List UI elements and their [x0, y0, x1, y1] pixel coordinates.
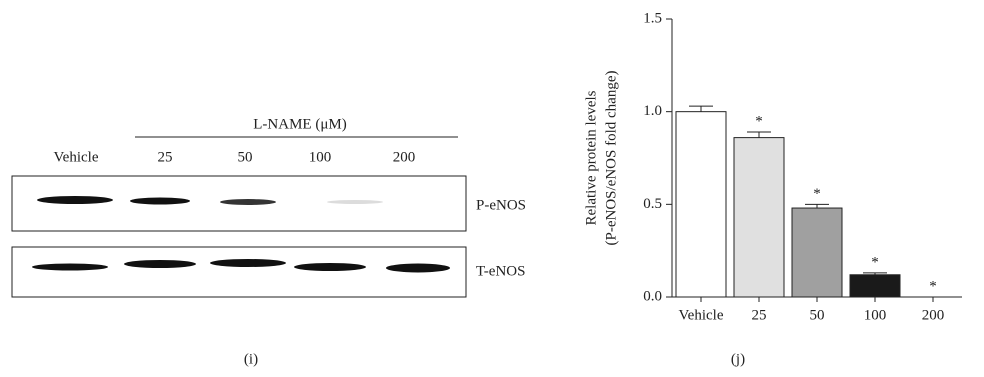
panel-label: (i) [244, 351, 258, 367]
x-tick-label: 25 [752, 307, 767, 323]
band [220, 199, 276, 205]
x-tick-label: Vehicle [679, 307, 724, 323]
band [32, 264, 108, 271]
lane-label: 50 [238, 149, 253, 165]
lane-label: 100 [309, 149, 332, 165]
x-tick-label: 100 [864, 307, 887, 323]
row-label: T-eNOS [476, 263, 525, 279]
band [386, 264, 450, 273]
x-tick-label: 50 [810, 307, 825, 323]
band [124, 260, 196, 268]
error-bar [747, 132, 771, 138]
error-bar [689, 106, 713, 112]
y-tick-label: 1.5 [643, 10, 662, 26]
y-axis-label: (P-eNOS/eNOS fold change) [603, 71, 619, 246]
y-tick-label: 1.0 [643, 103, 662, 119]
error-bar [805, 204, 829, 208]
y-tick-label: 0.5 [643, 196, 662, 212]
significance-mark: * [755, 113, 763, 129]
band [294, 263, 366, 271]
row-label: P-eNOS [476, 197, 526, 213]
significance-mark: * [871, 254, 879, 270]
bar [734, 138, 784, 297]
figure: L-NAME (μM) Vehicle 25 50 100 200 P-eNOS T-eNO… [0, 0, 984, 377]
lane-label: 25 [158, 149, 173, 165]
treatment-label: L-NAME (μM) [253, 116, 346, 132]
y-axis-label: Relative protein levels [583, 90, 599, 225]
band [210, 259, 286, 267]
y-tick-label: 0.0 [643, 288, 662, 304]
blot-box [12, 247, 466, 297]
lane-label: Vehicle [54, 149, 99, 165]
x-tick-label: 200 [922, 307, 945, 323]
panel-label: (j) [731, 351, 745, 367]
band [130, 198, 190, 205]
significance-mark: * [813, 186, 821, 202]
band [327, 200, 383, 204]
bar [676, 112, 726, 297]
significance-mark: * [929, 278, 937, 294]
page: {"blot":{"treatment_label":"L-NAME (\u03… [0, 0, 984, 377]
bar [792, 208, 842, 297]
band [37, 196, 113, 204]
bar [850, 275, 900, 297]
lane-label: 200 [393, 149, 416, 165]
